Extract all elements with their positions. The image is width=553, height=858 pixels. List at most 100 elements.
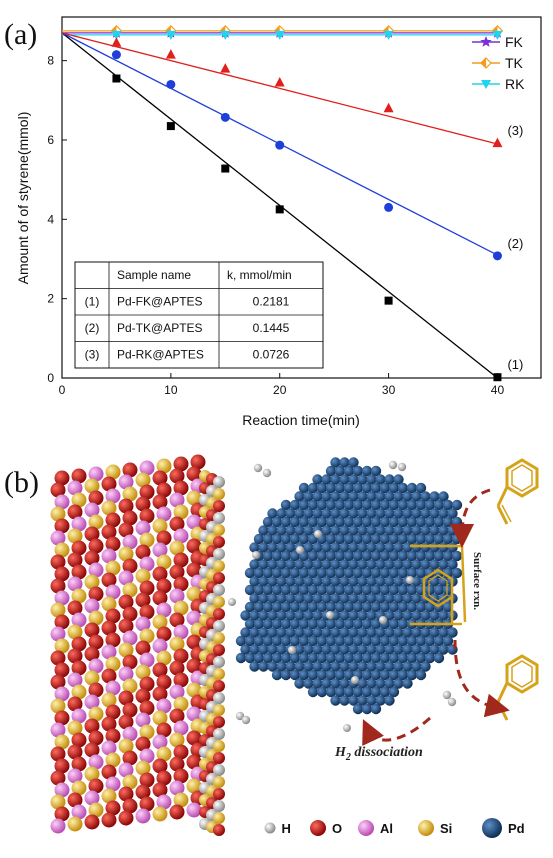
data-point (275, 140, 285, 150)
desorption-arrow (453, 639, 510, 718)
data-point (220, 30, 231, 40)
data-point (274, 76, 285, 87)
series-RK (62, 30, 503, 40)
rate-constant-table: Sample name k, mmol/min (1) Pd-FK@APTES 0.21… (74, 261, 324, 369)
y-tick-label-2: 4 (47, 212, 54, 226)
table-cell: (1) (85, 295, 100, 309)
series-(1) (61, 32, 502, 382)
data-point (111, 37, 122, 47)
reaction-schematic: (b) Surface rxn. H2 dissociation H O Al Si P… (4, 454, 539, 838)
table-cell: 0.2181 (253, 295, 290, 309)
series-layer (61, 25, 504, 382)
x-tick-label-1: 10 (164, 383, 178, 397)
legend-item-FK: FK (472, 34, 524, 50)
legend-marker (481, 80, 491, 89)
fit-line (61, 32, 498, 145)
surface-reaction-label: Surface rxn. (471, 552, 483, 610)
y-tick-label-0: 0 (47, 371, 54, 385)
y-tick-label-3: 6 (47, 133, 54, 147)
data-point (493, 373, 502, 382)
ethylbenzene-molecule-icon (496, 654, 539, 721)
legend-label: TK (505, 55, 524, 71)
curve-label: (2) (507, 236, 523, 251)
h2-dissociation-h: H (334, 745, 347, 760)
element-legend-Pd: Pd (482, 818, 525, 838)
x-axis-title: Reaction time(min) (242, 412, 359, 428)
table-cell: 0.0726 (253, 348, 290, 362)
data-point (492, 30, 503, 40)
hydrogen-atoms (228, 460, 457, 732)
data-point (165, 30, 176, 40)
series-(2) (61, 32, 502, 261)
table-header-cell: Sample name (117, 268, 191, 282)
data-point (275, 205, 284, 214)
element-swatch (482, 818, 502, 838)
adsorption-arrow (450, 488, 491, 548)
data-point (492, 251, 502, 261)
panel-a-label: (a) (4, 18, 37, 51)
h2-dissociation-label: H2 dissociation (334, 745, 423, 763)
data-point (166, 122, 175, 131)
element-swatch (264, 822, 276, 834)
x-tick-label-3: 30 (382, 383, 396, 397)
element-legend-H: H (264, 821, 291, 836)
curve-labels: (1) (2) (3) (507, 123, 523, 372)
clay-nanotube-slab (50, 454, 225, 836)
element-label: Pd (508, 821, 525, 836)
element-swatch (418, 820, 434, 836)
table-header-cell: k, mmol/min (227, 268, 292, 282)
legend-marker (480, 57, 492, 69)
x-tick-label-0: 0 (59, 383, 66, 397)
element-label: O (332, 821, 342, 836)
data-point (111, 50, 121, 60)
series-(3) (61, 32, 503, 148)
data-point (274, 30, 285, 40)
y-tick-label-1: 2 (47, 292, 54, 306)
data-point (111, 30, 122, 40)
data-point (221, 164, 230, 173)
x-tick-label-4: 40 (491, 383, 505, 397)
y-axis-title: Amount of of styrene(mmol) (15, 112, 31, 285)
table-cell: Pd-RK@APTES (117, 348, 204, 362)
legend-marker (480, 36, 492, 47)
h2-dissociation-arrow (362, 716, 432, 746)
h2-dissociation-rest: dissociation (351, 745, 423, 760)
legend-item-RK: RK (472, 76, 525, 92)
element-legend-Al: Al (358, 820, 393, 836)
data-point (384, 296, 393, 305)
legend-item-TK: TK (472, 55, 524, 71)
element-swatch (310, 820, 326, 836)
pd-nanoparticle (235, 457, 463, 715)
x-tick-label-2: 20 (273, 383, 287, 397)
panel-b-label: (b) (4, 466, 39, 499)
plot-frame (61, 16, 542, 379)
data-point (165, 49, 176, 59)
y-tick-label-4: 8 (47, 54, 54, 68)
curve-label: (1) (507, 357, 523, 372)
kinetics-chart: (a) 0 10 20 30 40 0 2 4 6 8 Reaction time(min) A… (4, 16, 542, 428)
element-legend: H O Al Si Pd (264, 818, 525, 838)
data-point (383, 30, 394, 40)
data-point (220, 63, 231, 73)
table-cell: (2) (85, 321, 100, 335)
element-swatch (358, 820, 374, 836)
element-label: Si (440, 821, 452, 836)
x-axis: 0 10 20 30 40 (59, 373, 505, 397)
legend: FK TK RK (472, 34, 525, 92)
element-legend-O: O (310, 820, 342, 836)
y-axis: 0 2 4 6 8 (47, 54, 67, 385)
data-point (112, 74, 121, 83)
legend-label: RK (505, 76, 525, 92)
table-cell: 0.1445 (253, 321, 290, 335)
data-point (383, 102, 394, 113)
data-point (220, 112, 230, 122)
table-cell: (3) (85, 348, 100, 362)
data-point (166, 79, 176, 89)
table-cell: Pd-FK@APTES (117, 295, 203, 309)
element-legend-Si: Si (418, 820, 452, 836)
data-point (492, 137, 503, 148)
legend-label: FK (505, 34, 524, 50)
element-label: H (282, 821, 291, 836)
element-label: Al (380, 821, 393, 836)
table-cell: Pd-TK@APTES (117, 321, 203, 335)
